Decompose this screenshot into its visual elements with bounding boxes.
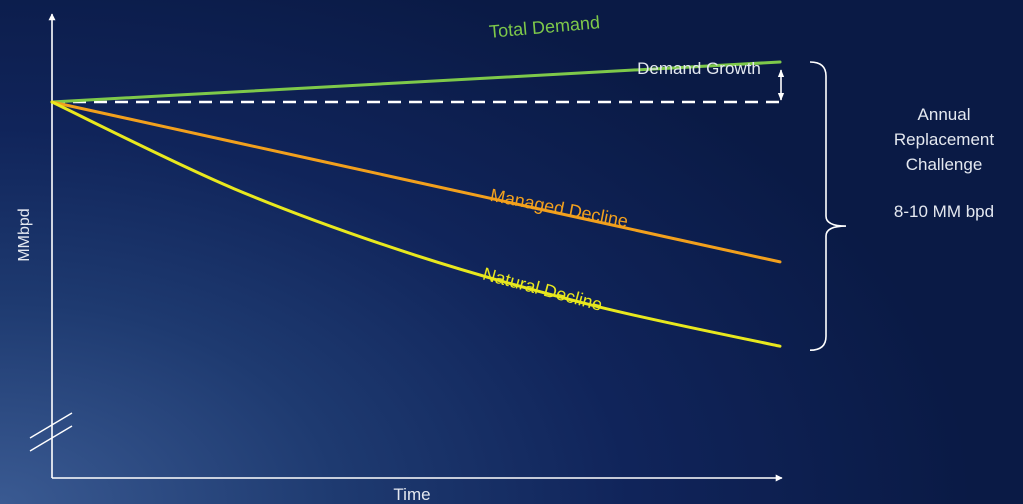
series-label-managed-decline: Managed Decline: [488, 185, 629, 231]
series-line-total-demand: [50, 60, 782, 104]
series-line-managed-decline: [50, 100, 782, 264]
series-label-natural-decline: Natural Decline: [481, 264, 605, 315]
bracket-heading-line-2: Replacement: [894, 130, 994, 149]
bracket-value: 8-10 MM bpd: [894, 202, 994, 221]
series-line-natural-decline: [50, 100, 782, 348]
demand-growth-label: Demand Growth: [637, 59, 761, 78]
bracket-heading-line-1: Annual: [918, 105, 971, 124]
x-axis-label: Time: [393, 485, 430, 504]
replacement-challenge-bracket: [809, 61, 847, 352]
y-axis-label: MMbpd: [16, 208, 33, 261]
series-label-total-demand: Total Demand: [488, 12, 600, 42]
bracket-heading-line-3: Challenge: [906, 155, 983, 174]
axis-break: [29, 412, 73, 452]
